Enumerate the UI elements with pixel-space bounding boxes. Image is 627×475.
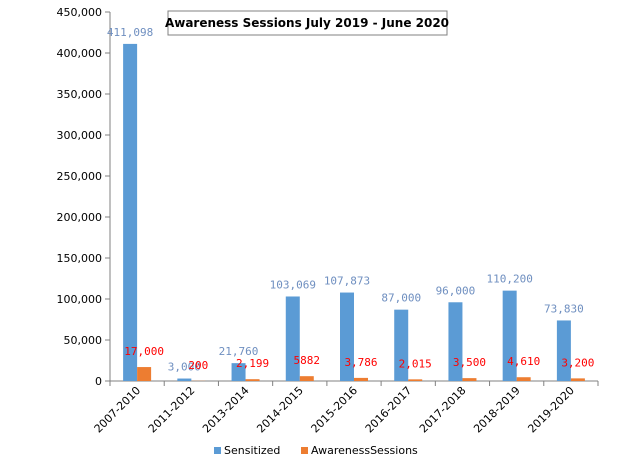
bar-awareness-sessions <box>462 378 477 381</box>
data-label-sensitized: 107,873 <box>324 275 370 288</box>
y-tick-label: 0 <box>95 375 102 388</box>
bar-sensitized <box>394 309 409 381</box>
data-label-awareness-sessions: 5882 <box>294 354 321 367</box>
y-tick-label: 100,000 <box>57 293 103 306</box>
x-tick-label: 2019-2020 <box>525 384 577 436</box>
data-label-awareness-sessions: 3,200 <box>561 356 594 369</box>
bar-sensitized <box>448 302 463 381</box>
legend-label: AwarenessSessions <box>311 444 418 457</box>
y-tick-label: 150,000 <box>57 252 103 265</box>
x-tick-label: 2014-2015 <box>254 384 306 436</box>
y-tick-label: 450,000 <box>57 6 103 19</box>
y-axis: 0 50,000 100,000 150,000 200,000 250,000 300,0… <box>57 6 111 388</box>
title-border <box>167 10 448 36</box>
y-tick-label: 200,000 <box>57 211 103 224</box>
x-tick-label: 2017-2018 <box>417 384 469 436</box>
data-label-sensitized: 73,830 <box>544 302 584 315</box>
bar-sensitized <box>231 363 246 381</box>
bars <box>123 43 585 382</box>
bar-awareness-sessions <box>245 379 260 381</box>
x-tick-label: 2011-2012 <box>146 384 198 436</box>
legend-swatch <box>301 447 308 454</box>
x-tick-label: 2015-2016 <box>309 384 361 436</box>
x-tick-label: 2016-2017 <box>363 384 415 436</box>
data-label-sensitized: 110,200 <box>486 273 532 286</box>
data-label-awareness-sessions: 4,610 <box>507 355 540 368</box>
data-label-sensitized: 87,000 <box>381 292 421 305</box>
bar-sensitized <box>177 378 192 381</box>
bar-awareness-sessions <box>354 377 368 381</box>
data-label-sensitized: 3,000 <box>168 361 201 374</box>
bar-sensitized <box>285 296 300 381</box>
bar-awareness-sessions <box>570 378 585 381</box>
y-tick-label: 400,000 <box>57 47 103 60</box>
x-tick-label: 2018-2019 <box>471 384 523 436</box>
y-tick-label: 50,000 <box>64 334 103 347</box>
x-axis: 2007-2010 2011-2012 2013-2014 2014-2015 2015… <box>92 380 599 436</box>
bar-awareness-sessions <box>137 367 152 381</box>
data-label-sensitized: 103,069 <box>270 278 316 291</box>
data-label-awareness-sessions: 2,015 <box>399 357 432 370</box>
chart-title: Awareness Sessions July 2019 - June 2020 <box>165 16 449 30</box>
bar-awareness-sessions <box>299 376 314 381</box>
y-tick-label: 250,000 <box>57 170 103 183</box>
data-label-awareness-sessions: 200 <box>188 359 208 372</box>
y-tick-label: 300,000 <box>57 129 103 142</box>
x-tick-label: 2007-2010 <box>92 384 144 436</box>
bar-awareness-sessions <box>408 379 423 381</box>
legend-swatch <box>214 447 221 454</box>
data-label-sensitized: 411,098 <box>107 26 153 39</box>
y-tick-label: 350,000 <box>57 88 103 101</box>
data-label-sensitized: 96,000 <box>436 284 476 297</box>
bar-awareness-sessions <box>516 377 531 381</box>
bar-sensitized <box>556 320 571 381</box>
chart-title-box: Awareness Sessions July 2019 - June 2020 <box>165 10 449 36</box>
bar-sensitized <box>123 43 138 382</box>
legend: Sensitized AwarenessSessions <box>214 444 418 457</box>
data-label-awareness-sessions: 3,786 <box>344 356 377 369</box>
data-label-sensitized: 21,760 <box>219 345 259 358</box>
data-label-awareness-sessions: 17,000 <box>124 345 164 358</box>
legend-label: Sensitized <box>224 444 280 457</box>
x-tick-label: 2013-2014 <box>200 384 252 436</box>
bar-sensitized <box>340 292 354 381</box>
data-label-awareness-sessions: 2,199 <box>236 357 269 370</box>
bar-sensitized <box>502 290 517 381</box>
data-label-awareness-sessions: 3,500 <box>453 356 486 369</box>
